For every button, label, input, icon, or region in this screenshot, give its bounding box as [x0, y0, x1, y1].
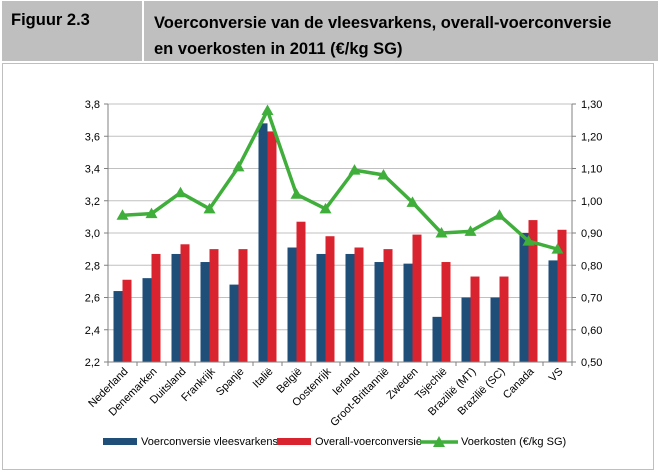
marker-voerkosten — [348, 164, 361, 175]
y-left-tick-label: 3,8 — [85, 99, 100, 111]
legend-swatch-red — [277, 438, 311, 445]
y-left-tick-label: 3,6 — [85, 131, 100, 143]
y-right-tick-label: 1,10 — [581, 164, 602, 176]
y-right-tick-label: 0,80 — [581, 260, 602, 272]
bar-voerconversie — [113, 291, 123, 362]
marker-voerkosten — [522, 235, 535, 246]
bar-voerconversie — [258, 123, 268, 362]
bar-overall-voerconversie — [122, 279, 132, 362]
figure-title-line-2: en voerkosten in 2011 (€/kg SG) — [154, 40, 403, 58]
bar-voerconversie — [403, 263, 413, 362]
marker-voerkosten — [145, 207, 158, 219]
x-tick-label: Spanje — [214, 366, 247, 399]
bar-overall-voerconversie — [209, 249, 219, 362]
marker-voerkosten — [116, 209, 129, 220]
line-voerkosten — [122, 108, 558, 251]
marker-voerkosten — [174, 186, 187, 198]
bar-voerconversie — [200, 262, 210, 362]
bar-voerconversie — [548, 260, 558, 362]
marker-voerkosten — [261, 104, 274, 115]
bar-voerconversie — [432, 316, 442, 362]
y-right-tick-label: 0,60 — [581, 325, 602, 337]
marker-voerkosten — [435, 227, 448, 238]
y-right-tick-label: 0,70 — [581, 293, 602, 305]
bar-overall-voerconversie — [412, 234, 422, 362]
bar-overall-voerconversie — [383, 249, 393, 362]
figure-title: Voerconversie van de vleesvarkens, overa… — [154, 10, 654, 62]
bar-overall-voerconversie — [354, 247, 364, 362]
y-left-tick-label: 2,6 — [85, 293, 100, 305]
bar-overall-voerconversie — [470, 276, 480, 362]
bar-overall-voerconversie — [499, 276, 509, 362]
bar-overall-voerconversie — [180, 244, 190, 362]
y-left-tick-label: 3,0 — [85, 228, 100, 240]
figure-title-box: Voerconversie van de vleesvarkens, overa… — [144, 1, 658, 61]
legend-marker-green — [433, 436, 445, 447]
bar-overall-voerconversie — [325, 236, 335, 362]
bar-voerconversie — [374, 262, 384, 362]
bar-voerconversie — [519, 233, 529, 362]
y-left-tick-label: 2,4 — [85, 325, 100, 337]
bar-overall-voerconversie — [557, 229, 567, 362]
bar-voerconversie — [287, 247, 297, 362]
chart-box — [2, 63, 654, 470]
y-left-tick-label: 3,2 — [85, 196, 100, 208]
marker-voerkosten — [377, 168, 390, 180]
marker-voerkosten — [406, 196, 419, 207]
bar-voerconversie — [490, 297, 500, 362]
marker-voerkosten — [232, 160, 245, 172]
bar-voerconversie — [316, 253, 326, 362]
marker-voerkosten — [464, 225, 477, 236]
legend-label: Voerconversie vleesvarkens — [141, 436, 278, 448]
legend-label: Overall-voerconversie — [315, 436, 422, 448]
marker-voerkosten — [551, 243, 564, 254]
x-tick-label: Italië — [251, 366, 276, 391]
bar-voerconversie — [461, 297, 471, 362]
bar-overall-voerconversie — [151, 253, 161, 362]
bar-overall-voerconversie — [238, 249, 248, 362]
x-tick-label: VS — [547, 366, 566, 385]
marker-voerkosten — [203, 202, 216, 214]
y-left-tick-label: 2,8 — [85, 260, 100, 272]
marker-voerkosten — [319, 202, 332, 214]
bar-voerconversie — [345, 253, 355, 362]
bar-voerconversie — [229, 284, 239, 362]
legend-label: Voerkosten (€/kg SG) — [461, 436, 566, 448]
y-right-tick-label: 0,90 — [581, 228, 602, 240]
y-right-tick-label: 1,30 — [581, 99, 602, 111]
figure-label-box: Figuur 2.3 — [2, 1, 142, 61]
figure-title-line-1: Voerconversie van de vleesvarkens, overa… — [154, 14, 612, 32]
y-right-tick-label: 1,20 — [581, 131, 602, 143]
bar-overall-voerconversie — [267, 131, 277, 362]
y-left-tick-label: 2,2 — [85, 357, 100, 369]
y-right-tick-label: 1,00 — [581, 196, 602, 208]
bar-voerconversie — [171, 253, 181, 362]
bar-overall-voerconversie — [296, 221, 306, 362]
bar-overall-voerconversie — [528, 220, 538, 362]
x-tick-label: Canada — [501, 365, 537, 401]
y-left-tick-label: 3,4 — [85, 164, 100, 176]
figure-label: Figuur 2.3 — [11, 11, 90, 29]
bar-voerconversie — [142, 278, 152, 362]
marker-voerkosten — [290, 188, 303, 199]
bar-overall-voerconversie — [441, 262, 451, 362]
y-right-tick-label: 0,50 — [581, 357, 602, 369]
legend-swatch-blue — [103, 438, 137, 445]
marker-voerkosten — [493, 209, 506, 220]
